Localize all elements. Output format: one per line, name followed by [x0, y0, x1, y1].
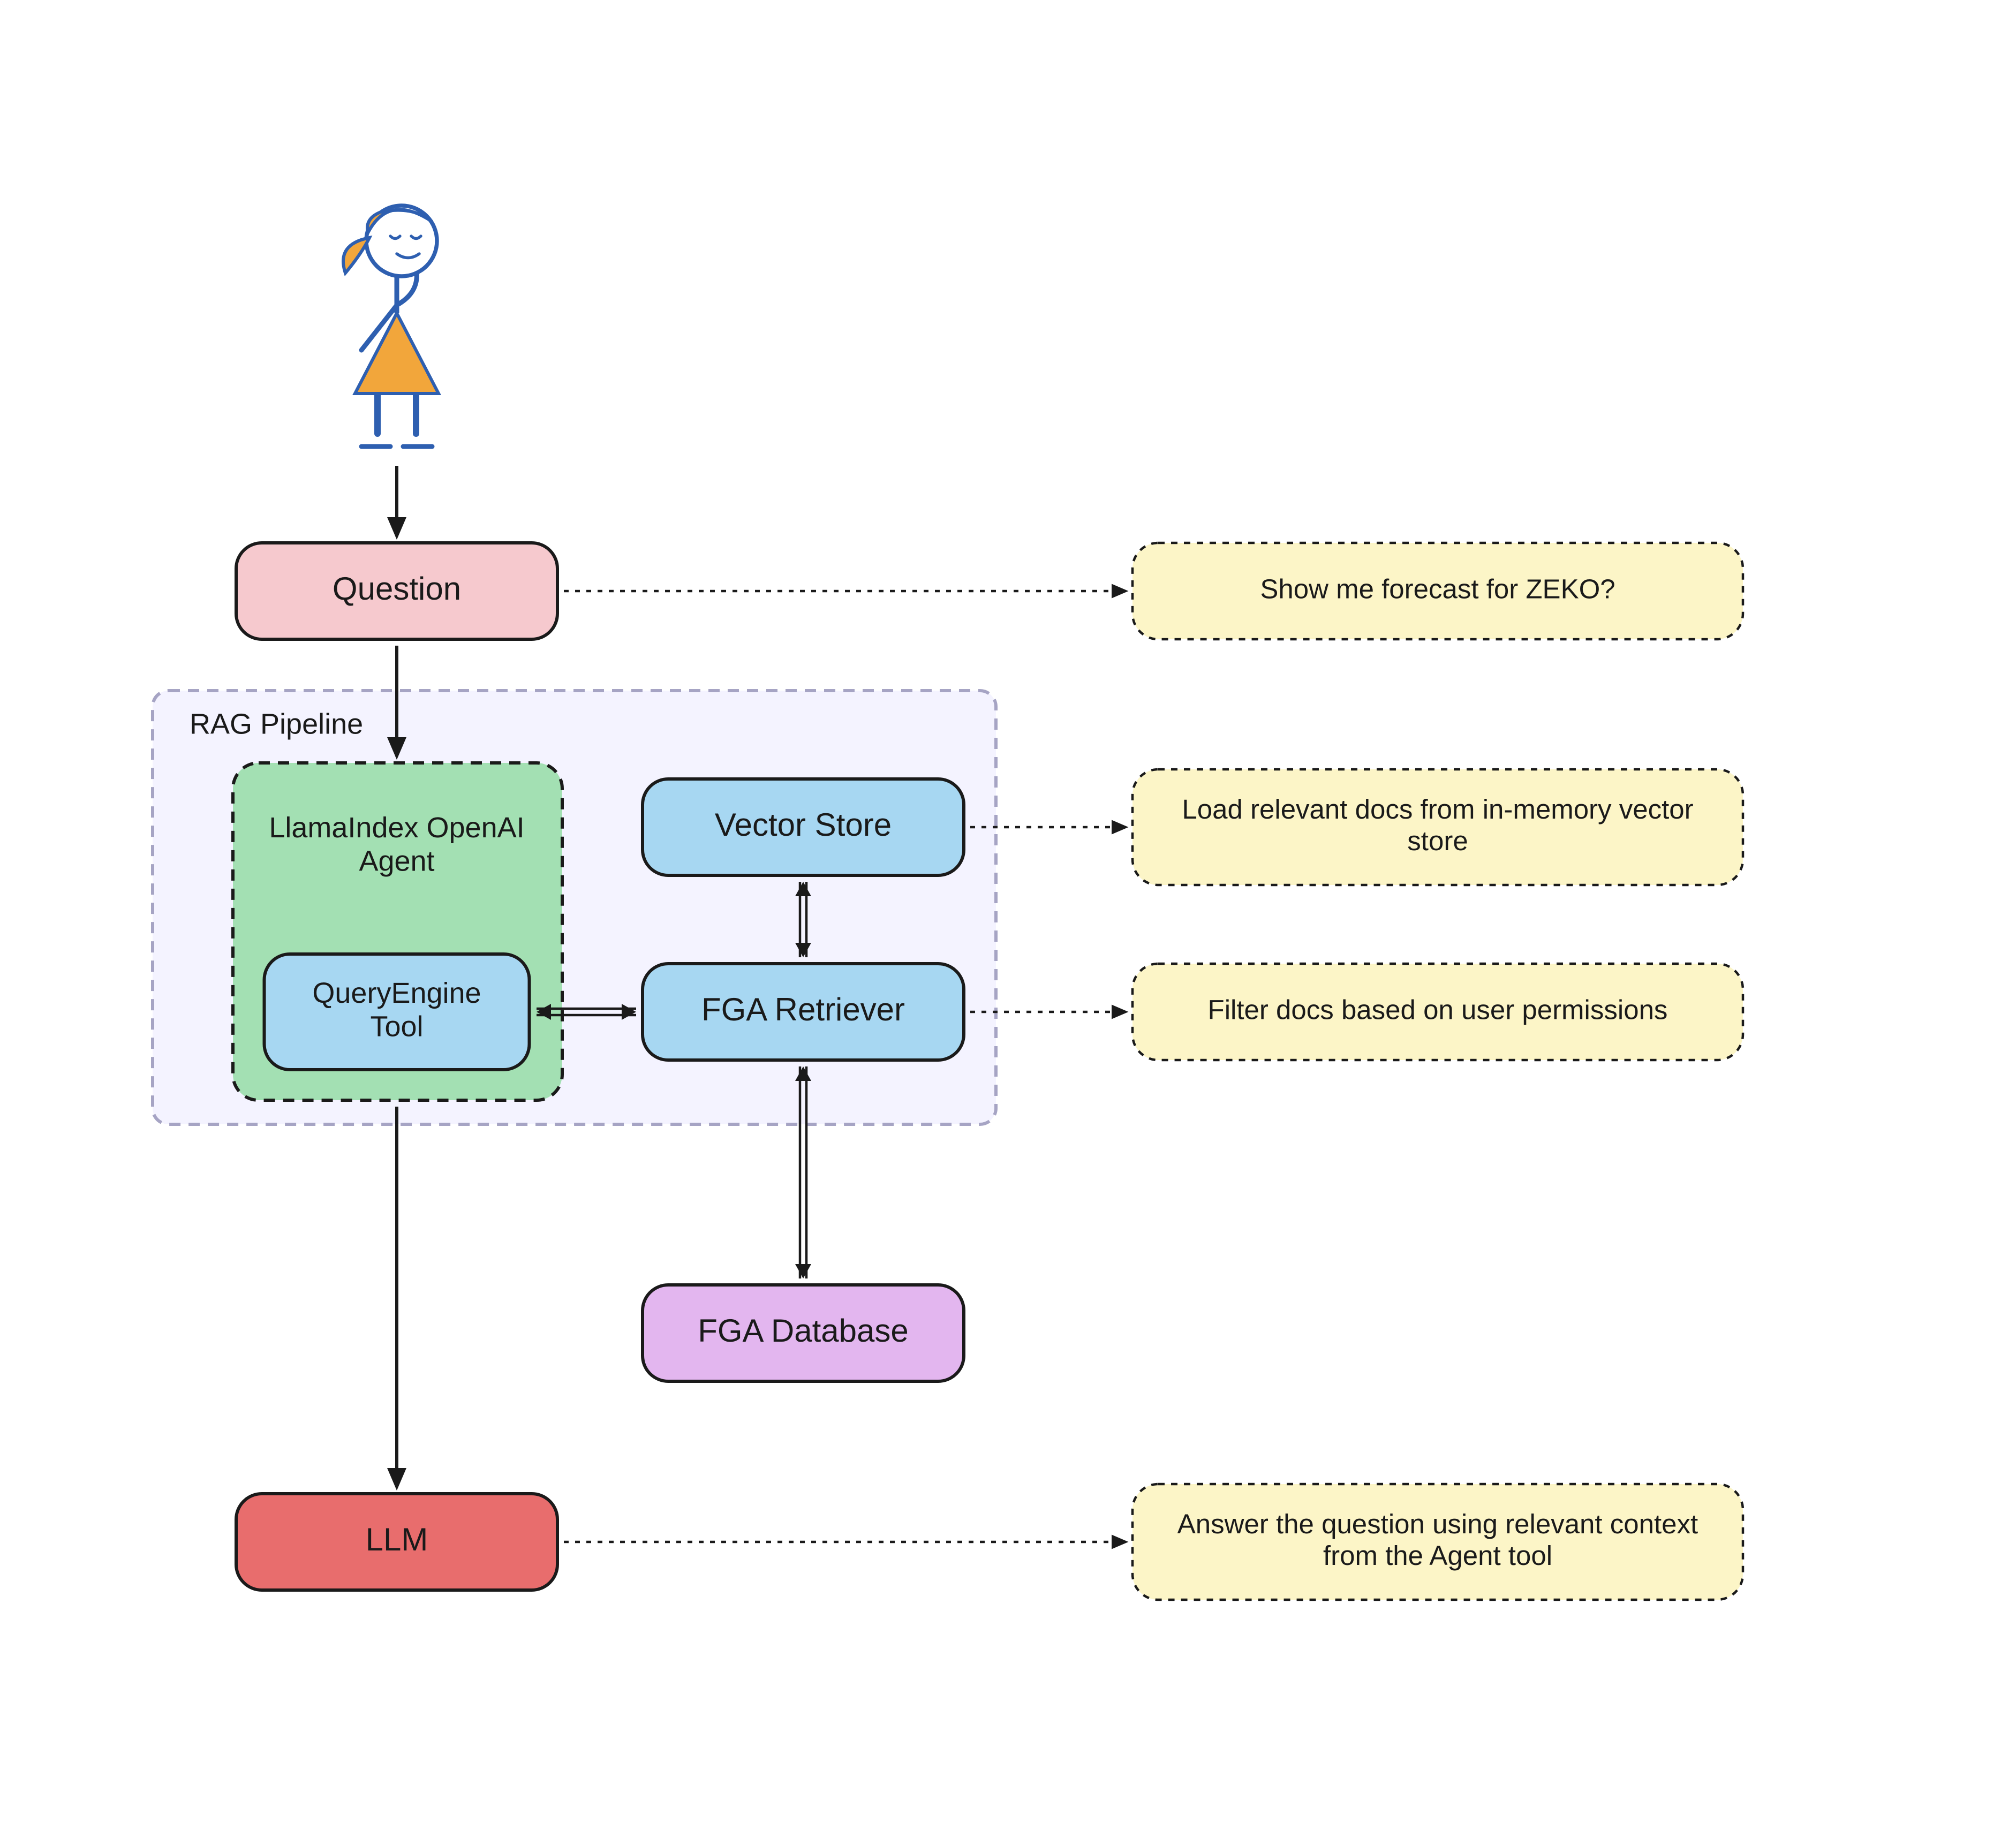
flowchart-svg: RAG Pipeline Question LlamaIndex OpenAIAge… [0, 0, 2016, 1831]
node-label-agent-label-1: Agent [359, 845, 434, 877]
note-label-note-question: Show me forecast for ZEKO? [1260, 573, 1615, 604]
user-figure-icon [343, 206, 439, 447]
node-label-vector-store: Vector Store [715, 807, 892, 843]
note-label-note-vector-0: Load relevant docs from in-memory vector [1182, 794, 1693, 824]
node-label-fga-retriever: FGA Retriever [701, 992, 905, 1027]
node-label-fga-database: FGA Database [698, 1313, 909, 1349]
container-label-rag-pipeline: RAG Pipeline [190, 708, 363, 740]
node-label-question: Question [333, 571, 461, 607]
diagram-root: RAG Pipeline Question LlamaIndex OpenAIAge… [0, 0, 2016, 1831]
node-label-query-engine-tool-0: QueryEngine [312, 977, 481, 1009]
node-label-query-engine-tool-1: Tool [370, 1010, 423, 1042]
note-label-note-llm-1: from the Agent tool [1323, 1540, 1552, 1571]
note-label-note-llm-0: Answer the question using relevant conte… [1177, 1509, 1698, 1539]
node-label-agent-label-0: LlamaIndex OpenAI [269, 812, 524, 844]
note-label-note-vector-1: store [1407, 826, 1468, 856]
node-label-llm: LLM [366, 1522, 428, 1557]
note-label-note-fga: Filter docs based on user permissions [1208, 994, 1668, 1025]
